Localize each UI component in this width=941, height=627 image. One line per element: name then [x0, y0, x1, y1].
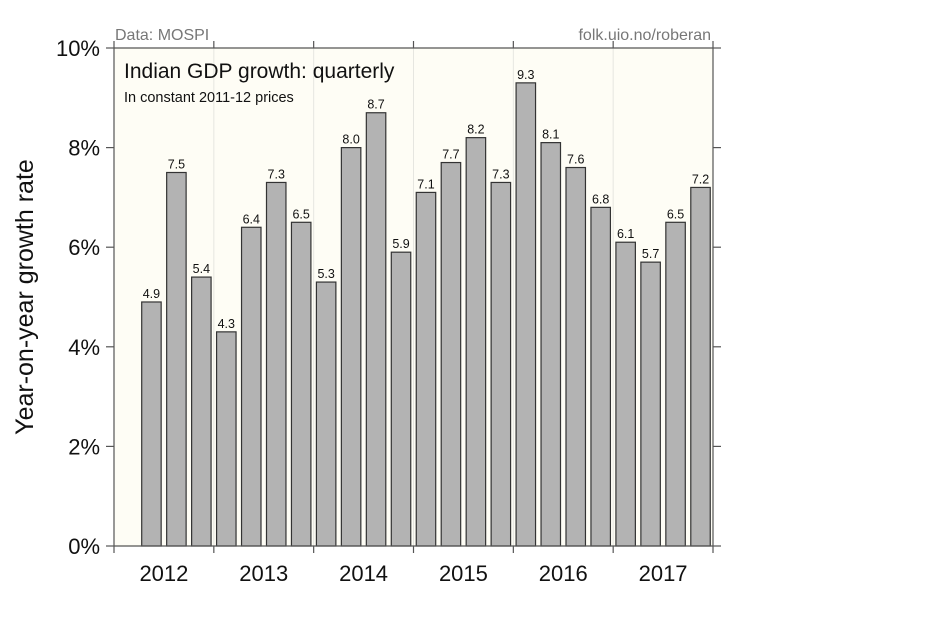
x-year-label: 2013 — [239, 561, 288, 586]
bar — [166, 171, 187, 547]
bar — [141, 301, 162, 547]
bar — [315, 281, 337, 547]
bar — [565, 166, 587, 547]
y-tick-label: 4% — [68, 335, 100, 360]
chart-title: Indian GDP growth: quarterly — [124, 60, 395, 83]
x-year-label: 2012 — [139, 561, 188, 586]
chart-subtitle: In constant 2011-12 prices — [124, 90, 294, 106]
bar — [540, 142, 562, 547]
x-year-label: 2015 — [439, 561, 488, 586]
y-axis-label: Year-on-year growth rate — [11, 159, 39, 435]
bar-value-label: 4.9 — [143, 287, 160, 301]
bar — [640, 261, 661, 547]
bar — [615, 241, 636, 547]
bar — [340, 147, 362, 547]
data-source-credit: Data: MOSPI — [115, 27, 209, 44]
y-tick-label: 6% — [68, 235, 100, 260]
bar-value-label: 7.5 — [168, 158, 185, 172]
bar-value-label: 5.3 — [317, 267, 334, 281]
bar — [590, 206, 612, 547]
bar — [191, 276, 212, 547]
bar-value-label: 6.1 — [617, 227, 634, 241]
bar-value-label: 7.3 — [492, 167, 509, 181]
bar — [440, 161, 462, 547]
y-tick-label: 2% — [68, 434, 100, 459]
bar — [515, 82, 537, 547]
bar-value-label: 6.5 — [292, 207, 309, 221]
x-year-label: 2016 — [539, 561, 588, 586]
bar — [365, 112, 387, 547]
bar — [240, 226, 262, 547]
bar — [665, 221, 686, 547]
y-tick-label: 10% — [56, 36, 100, 61]
bar-value-label: 8.2 — [467, 123, 484, 137]
bar-value-label: 5.7 — [642, 247, 659, 261]
bar-value-label: 6.5 — [667, 207, 684, 221]
x-year-label: 2014 — [339, 561, 388, 586]
bar — [415, 191, 437, 547]
bar-value-label: 8.1 — [542, 128, 559, 142]
bar-value-label: 7.6 — [567, 153, 584, 167]
bar — [690, 186, 711, 547]
bar — [490, 181, 512, 547]
bar-value-label: 7.7 — [442, 148, 459, 162]
author-credit: folk.uio.no/roberan — [578, 27, 711, 44]
bar-value-label: 8.0 — [342, 133, 359, 147]
bar-value-label: 6.4 — [243, 212, 260, 226]
bar — [465, 137, 487, 547]
bar-value-label: 4.3 — [218, 317, 235, 331]
bar — [390, 251, 412, 547]
bar — [290, 221, 312, 547]
bar-value-label: 7.1 — [417, 177, 434, 191]
y-tick-label: 0% — [68, 534, 100, 559]
bar-value-label: 5.9 — [392, 237, 409, 251]
bar-value-label: 5.4 — [193, 262, 210, 276]
bar — [215, 331, 237, 547]
bar-value-label: 7.2 — [692, 172, 709, 186]
bar — [265, 181, 287, 547]
bar-value-label: 8.7 — [367, 98, 384, 112]
bar-value-label: 9.3 — [517, 68, 534, 82]
bar-value-label: 6.8 — [592, 192, 609, 206]
y-tick-label: 8% — [68, 136, 100, 161]
x-year-label: 2017 — [639, 561, 688, 586]
bar-value-label: 7.3 — [268, 167, 285, 181]
